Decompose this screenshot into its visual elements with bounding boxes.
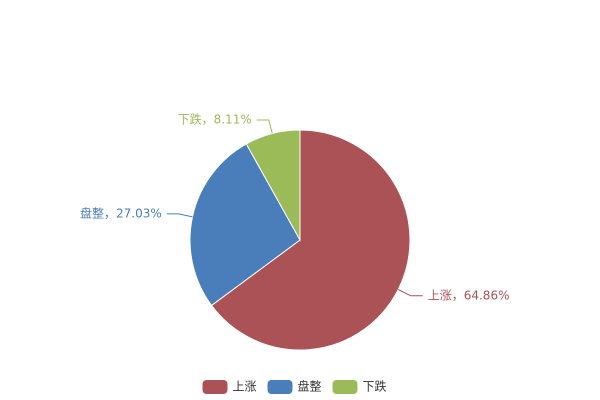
data-label: 下跌，8.11% — [178, 112, 252, 127]
pie-slice — [210, 129, 411, 351]
legend-label: 下跌 — [363, 379, 387, 394]
legend-label: 盘整 — [298, 379, 322, 394]
data-label: 上涨，64.86% — [428, 287, 510, 302]
leader-line — [256, 119, 273, 134]
legend-label: 上涨 — [233, 379, 257, 394]
legend-swatch — [202, 380, 228, 394]
data-label: 盘整，27.03% — [80, 205, 162, 220]
legend-swatch — [332, 380, 358, 394]
leader-line — [166, 213, 193, 218]
leader-line — [398, 289, 423, 297]
legend-swatch — [267, 380, 293, 394]
pie-slice — [245, 129, 301, 242]
